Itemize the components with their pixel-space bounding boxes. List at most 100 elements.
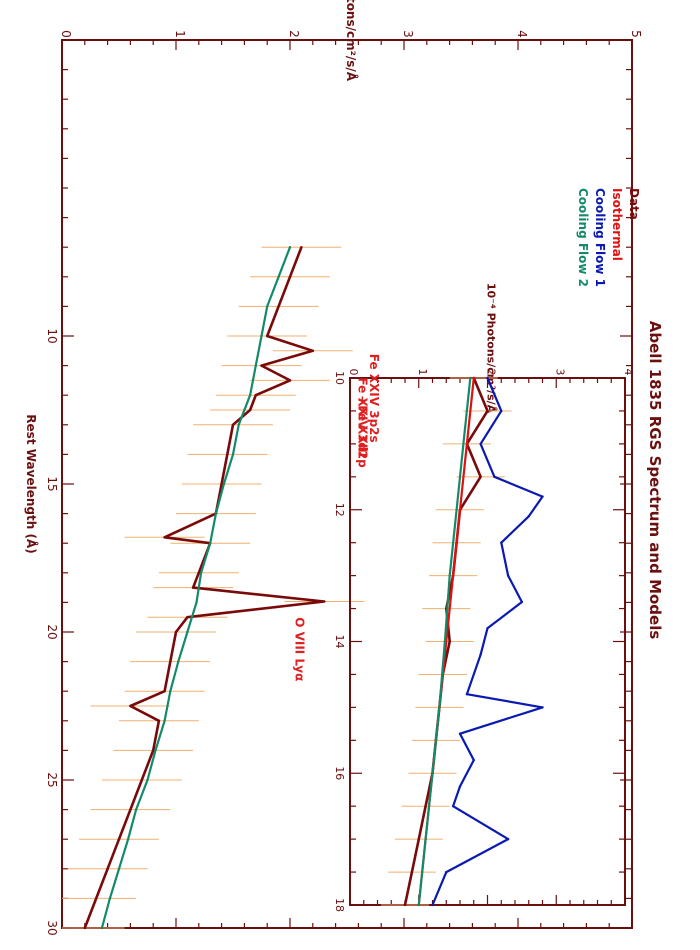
series-data-point [186, 616, 189, 619]
series-cooling-flow-1-point [458, 732, 462, 735]
series-cooling-flow-2-point [455, 508, 458, 511]
series-cooling-flow-2-point [209, 542, 212, 545]
spectral-line-label: +Fe XXIII [355, 395, 369, 457]
series-cooling-flow-2-point [108, 897, 112, 900]
series-cooling-flow-2-point [254, 364, 257, 367]
wavelength-tick-label: 18 [333, 898, 346, 912]
series-cooling-flow-2-point [169, 690, 172, 693]
series-data-point [169, 660, 172, 663]
wavelength-tick-label: 16 [333, 766, 346, 780]
series-isothermal-point [451, 574, 455, 577]
series-data-point [163, 690, 166, 693]
spectral-line-label: Fe XXIV 3d2p [355, 377, 369, 468]
series-cooling-flow-2-point [266, 305, 269, 308]
series-cooling-flow-2-point [134, 808, 138, 811]
series-cooling-flow-1-point [541, 495, 544, 498]
series-cooling-flow-2-point [195, 601, 198, 604]
series-cooling-flow-2-point [154, 749, 157, 752]
flux-tick-label: 5 [629, 30, 643, 38]
series-cooling-flow-2-point [186, 630, 189, 634]
legend-item: Data [627, 188, 641, 220]
series-data-point [191, 586, 195, 589]
series-data-point [260, 364, 263, 367]
series-cooling-flow-2-point [100, 926, 104, 930]
series-data-point [300, 246, 303, 249]
flux-tick-label: 2 [485, 369, 498, 376]
series-cooling-flow-1-point [493, 475, 496, 479]
series-data-point [417, 837, 420, 841]
series-data-point [152, 749, 155, 752]
wavelength-tick-label: 10 [45, 328, 59, 343]
series-cooling-flow-2-point [288, 246, 292, 249]
series-cooling-flow-2-point [448, 574, 451, 577]
legend-item: Cooling Flow 2 [576, 188, 590, 287]
series-cooling-flow-1-point [520, 600, 524, 604]
series-data-point [226, 453, 229, 456]
flux-axis-label: 10⁻⁴ Photons/cm²/s/Å [485, 283, 498, 414]
series-isothermal-point [472, 376, 475, 380]
series-cooling-flow-1-point [479, 653, 482, 656]
series-cooling-flow-2-point [237, 423, 240, 426]
series-cooling-flow-1-point [431, 903, 434, 907]
series-cooling-flow-1-point [527, 515, 530, 518]
flux-tick-label: 0 [347, 369, 360, 376]
wavelength-tick-label: 10 [333, 371, 346, 385]
series-data-point [117, 838, 121, 841]
series-cooling-flow-1-point [486, 376, 489, 380]
series-cooling-flow-2-point [146, 778, 149, 782]
series-cooling-flow-2-point [222, 482, 226, 486]
series-cooling-flow-1-line [431, 377, 544, 906]
wavelength-tick-label: 15 [45, 476, 59, 491]
series-cooling-flow-1-point [541, 706, 544, 709]
series-cooling-flow-2-point [214, 512, 218, 515]
legend-item: Isothermal [610, 188, 624, 261]
series-data-point [288, 275, 292, 278]
series-cooling-flow-2-point [177, 660, 180, 663]
series-data-point [403, 903, 407, 907]
legend-item: Cooling Flow 1 [593, 188, 607, 287]
series-data-point [157, 719, 161, 722]
flux-axis-label: 10⁻⁴ Photons/cm²/s/Å [344, 0, 359, 82]
series-cooling-flow-1-point [445, 870, 448, 874]
series-data-line [83, 246, 326, 929]
series-data-point [106, 867, 109, 870]
flux-tick-label: 1 [173, 30, 187, 38]
series-data-point [163, 536, 166, 539]
series-cooling-flow-2-line [100, 246, 292, 929]
series-data-point [231, 423, 235, 426]
series-cooling-flow-1-point [500, 541, 503, 544]
series-cooling-flow-1-point [479, 442, 482, 446]
series-cooling-flow-2-point [260, 334, 263, 338]
series-cooling-flow-2-point [438, 706, 441, 709]
series-cooling-flow-1-point [465, 693, 469, 696]
series-data-point [424, 804, 427, 808]
wavelength-axis-label: Rest Wavelength (Å) [24, 414, 39, 553]
wavelength-tick-label: 30 [45, 920, 59, 935]
flux-tick-label: 0 [59, 30, 73, 38]
series-cooling-flow-2-point [431, 772, 434, 775]
series-data-point [129, 704, 132, 708]
series-cooling-flow-1-point [458, 785, 462, 788]
series-data-point [410, 870, 414, 874]
wavelength-tick-label: 12 [333, 503, 346, 517]
series-data-point [83, 926, 87, 930]
series-cooling-flow-2-point [417, 903, 420, 907]
flux-tick-label: 4 [515, 30, 529, 38]
series-cooling-flow-1-point [506, 837, 510, 841]
series-cooling-flow-1-point [500, 409, 503, 413]
series-data-point [174, 630, 178, 634]
series-cooling-flow-2-point [117, 867, 121, 870]
series-data-point [254, 394, 257, 397]
series-cooling-flow-1-point [451, 804, 455, 808]
series-cooling-flow-2-point [443, 640, 447, 643]
series-data-point [197, 571, 200, 574]
flux-tick-label: 3 [401, 30, 415, 38]
chart-title: Abell 1835 RGS Spectrum and Models [646, 321, 664, 640]
series-data-point [95, 897, 98, 900]
series-cooling-flow-2-point [248, 394, 252, 397]
series-cooling-flow-2-point [199, 571, 203, 574]
